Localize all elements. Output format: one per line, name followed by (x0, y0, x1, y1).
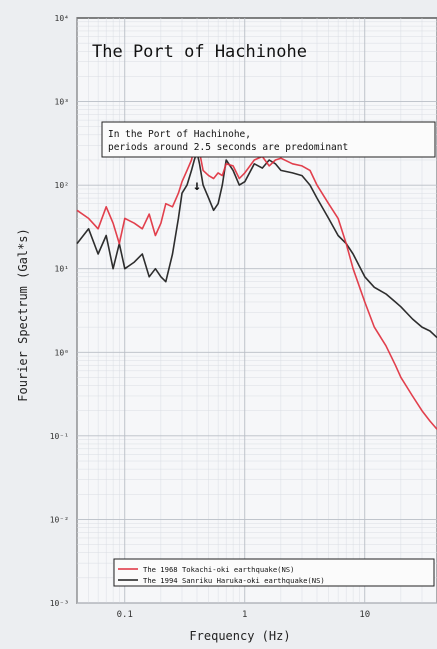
x-tick-labels: 0.1 1 10 (117, 610, 371, 620)
y-tick-label: 10² (55, 181, 69, 190)
series-layer (76, 144, 437, 430)
y-tick-label: 10⁴ (55, 14, 69, 23)
annotation-text: In the Port of Hachinohe, periods around … (108, 129, 348, 153)
y-tick-label: 10⁻³ (50, 599, 69, 608)
legend-label: The 1968 Tokachi-oki earthquake(NS) (143, 565, 294, 574)
annotation-line: periods around 2.5 seconds are predomina… (108, 142, 348, 153)
y-tick-label: 10⁻² (50, 515, 69, 524)
annotation-box (101, 121, 436, 158)
y-tick-label: 10³ (55, 98, 69, 107)
series-line-2 (76, 151, 437, 339)
y-tick-labels: 10⁴ 10³ 10² 10¹ 10⁰ 10⁻¹ 10⁻² 10⁻³ (50, 14, 69, 608)
y-axis-label: Fourier Spectrum (Gal*s) (16, 228, 30, 401)
chart-title: The Port of Hachinohe (92, 42, 307, 62)
y-tick-label: 10⁰ (55, 348, 69, 357)
x-axis-label: Frequency (Hz) (189, 629, 290, 643)
x-tick-label: 10 (359, 610, 370, 620)
legend-box (113, 558, 435, 587)
x-tick-label: 1 (242, 610, 247, 620)
legend: The 1968 Tokachi-oki earthquake(NS) The 1… (113, 558, 435, 587)
y-tick-label: 10¹ (55, 265, 69, 274)
grid-major (77, 18, 437, 604)
series-line-1 (76, 144, 437, 430)
annotation-line: In the Port of Hachinohe, (108, 129, 251, 140)
annotation-marker: ↓ (193, 178, 201, 194)
y-tick-label: 10⁻¹ (50, 432, 69, 441)
plot-background (76, 17, 437, 604)
grid-minor (76, 18, 437, 603)
x-tick-label: 0.1 (117, 610, 133, 620)
legend-label: The 1994 Sanriku Haruka-oki earthquake(N… (143, 576, 325, 585)
